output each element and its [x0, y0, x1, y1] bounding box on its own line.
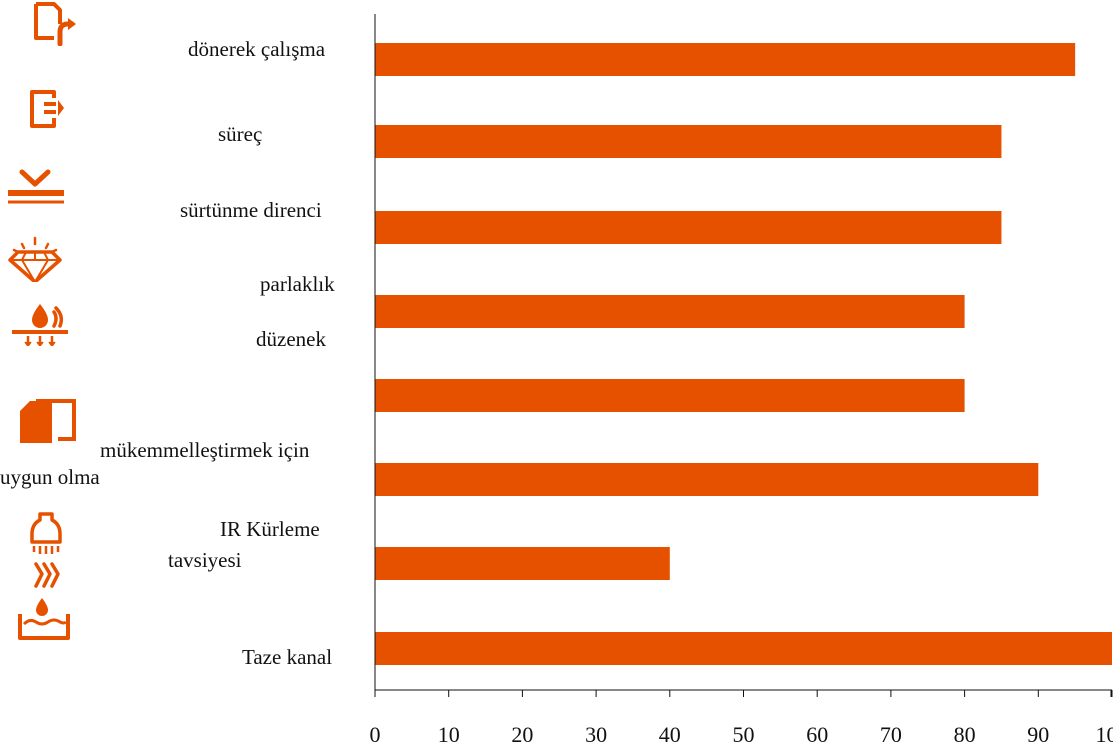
category-label-gloss: parlaklık — [260, 272, 335, 296]
diamond-gloss-icon — [8, 236, 62, 282]
ir-lamp-icon — [30, 512, 62, 554]
x-tick-label: 70 — [880, 722, 902, 747]
document-export-icon — [30, 90, 64, 128]
bar-5 — [375, 379, 965, 412]
x-tick-label: 90 — [1027, 722, 1049, 747]
bar-7 — [375, 547, 670, 580]
x-tick-label: 100 — [1096, 722, 1113, 747]
bar-8 — [375, 632, 1112, 665]
water-tray-icon — [18, 598, 70, 640]
bar-3 — [375, 211, 1002, 244]
category-label-process: süreç — [218, 122, 263, 146]
category-label-ir-line1: IR Kürleme — [220, 517, 320, 541]
bar-1 — [375, 43, 1076, 76]
category-label-rotating: dönerek çalışma — [188, 37, 326, 61]
x-tick-label: 10 — [438, 722, 460, 747]
x-tick-label: 80 — [954, 722, 976, 747]
layered-sheets-icon — [20, 399, 76, 443]
drops-heat-icon — [12, 304, 68, 346]
category-label-fresh-channel: Taze kanal — [242, 645, 333, 669]
x-tick-label: 50 — [733, 722, 755, 747]
category-label-finishing-line1: mükemmelleştirmek için — [100, 438, 310, 462]
bar-4 — [375, 295, 965, 328]
category-label-finishing-line2: uygun olma — [0, 465, 100, 489]
x-tick-label: 20 — [511, 722, 533, 747]
ir-waves-icon — [34, 562, 60, 588]
bar-2 — [375, 125, 1002, 158]
x-tick-label: 40 — [659, 722, 681, 747]
x-tick-label: 0 — [370, 722, 381, 747]
category-label-friction: sürtünme direnci — [180, 198, 322, 222]
x-tick-label: 30 — [585, 722, 607, 747]
x-tick-label: 60 — [806, 722, 828, 747]
friction-surface-icon — [8, 169, 64, 204]
document-rotate-icon — [34, 2, 76, 46]
category-label-leveling: düzenek — [256, 327, 326, 351]
category-label-ir-line2: tavsiyesi — [168, 548, 242, 572]
bar-6 — [375, 463, 1039, 496]
